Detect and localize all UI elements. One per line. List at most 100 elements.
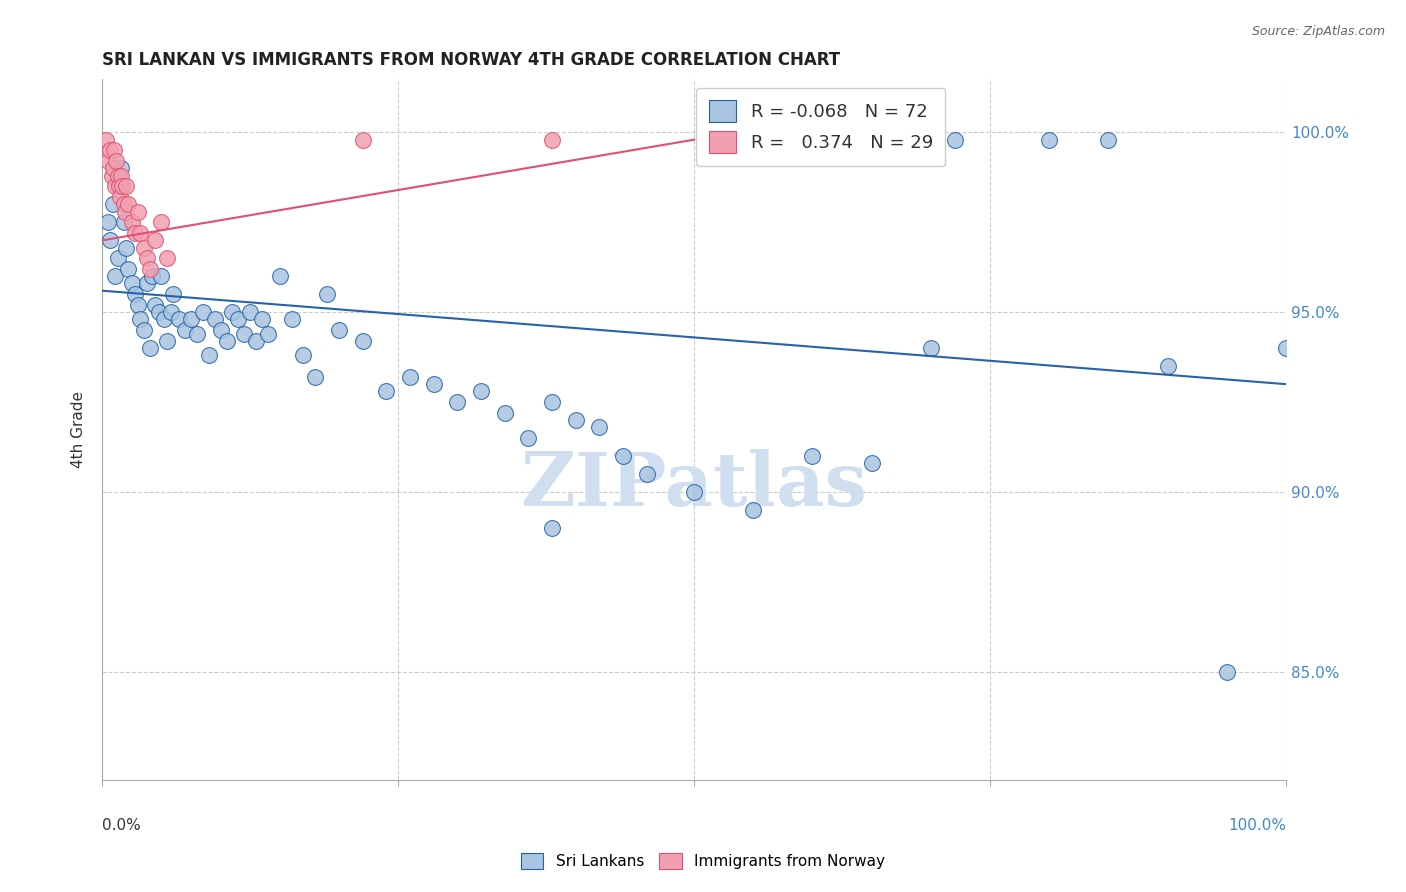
Point <box>209 323 232 337</box>
Point <box>112 197 135 211</box>
Point <box>108 190 131 204</box>
Point <box>352 133 374 147</box>
Point <box>110 161 132 176</box>
Point <box>245 334 267 348</box>
Point <box>124 226 146 240</box>
Point <box>1216 665 1239 679</box>
Point <box>221 305 243 319</box>
Point <box>117 197 139 211</box>
Point <box>141 269 163 284</box>
Point <box>167 312 190 326</box>
Point <box>138 341 160 355</box>
Point <box>494 406 516 420</box>
Point <box>943 133 966 147</box>
Point <box>328 323 350 337</box>
Point <box>132 241 155 255</box>
Point <box>129 312 152 326</box>
Point <box>111 179 134 194</box>
Text: ZIPatlas: ZIPatlas <box>520 449 868 522</box>
Point <box>100 169 122 183</box>
Point <box>257 326 280 341</box>
Point <box>97 154 120 169</box>
Point <box>160 305 183 319</box>
Point <box>145 233 167 247</box>
Point <box>292 348 315 362</box>
Point <box>541 521 564 535</box>
Text: SRI LANKAN VS IMMIGRANTS FROM NORWAY 4TH GRADE CORRELATION CHART: SRI LANKAN VS IMMIGRANTS FROM NORWAY 4TH… <box>103 51 841 69</box>
Point <box>101 197 124 211</box>
Point <box>162 287 184 301</box>
Point <box>742 503 765 517</box>
Point <box>801 449 824 463</box>
Point <box>136 252 159 266</box>
Point <box>136 277 159 291</box>
Point <box>683 485 706 500</box>
Point <box>316 287 339 301</box>
Point <box>132 323 155 337</box>
Point <box>110 169 132 183</box>
Point <box>104 179 127 194</box>
Point <box>121 277 143 291</box>
Point <box>174 323 197 337</box>
Point <box>117 262 139 277</box>
Point <box>97 215 120 229</box>
Point <box>399 370 422 384</box>
Point <box>107 169 129 183</box>
Point <box>108 179 131 194</box>
Point <box>470 384 492 399</box>
Point <box>1275 341 1298 355</box>
Point <box>422 377 444 392</box>
Point <box>636 467 658 481</box>
Point <box>1097 133 1119 147</box>
Point <box>233 326 256 341</box>
Point <box>612 449 634 463</box>
Point <box>1038 133 1060 147</box>
Text: Source: ZipAtlas.com: Source: ZipAtlas.com <box>1251 25 1385 38</box>
Point <box>107 179 129 194</box>
Point <box>150 215 173 229</box>
Point <box>564 413 586 427</box>
Point <box>148 305 170 319</box>
Point <box>186 326 208 341</box>
Point <box>269 269 291 284</box>
Point <box>239 305 262 319</box>
Point <box>1156 359 1178 374</box>
Point <box>112 215 135 229</box>
Point <box>197 348 219 362</box>
Point <box>446 395 468 409</box>
Point <box>215 334 238 348</box>
Point <box>250 312 273 326</box>
Y-axis label: 4th Grade: 4th Grade <box>72 391 86 467</box>
Point <box>156 252 179 266</box>
Point <box>124 287 146 301</box>
Point <box>191 305 214 319</box>
Point <box>541 395 564 409</box>
Text: 0.0%: 0.0% <box>103 818 141 833</box>
Point <box>103 144 125 158</box>
Point <box>101 161 124 176</box>
Point <box>920 341 942 355</box>
Point <box>104 269 127 284</box>
Point <box>152 312 174 326</box>
Legend: R = -0.068   N = 72, R =   0.374   N = 29: R = -0.068 N = 72, R = 0.374 N = 29 <box>696 87 945 166</box>
Point <box>280 312 302 326</box>
Point <box>352 334 374 348</box>
Point <box>145 298 167 312</box>
Point <box>517 431 540 445</box>
Point <box>228 312 250 326</box>
Point <box>588 420 610 434</box>
Point <box>115 241 138 255</box>
Point <box>204 312 226 326</box>
Point <box>304 370 326 384</box>
Point <box>375 384 398 399</box>
Point <box>156 334 179 348</box>
Point <box>127 298 149 312</box>
Point <box>105 154 128 169</box>
Point <box>100 144 122 158</box>
Point <box>127 204 149 219</box>
Point <box>541 133 564 147</box>
Point <box>180 312 202 326</box>
Text: 100.0%: 100.0% <box>1227 818 1286 833</box>
Point <box>115 179 138 194</box>
Point <box>100 233 122 247</box>
